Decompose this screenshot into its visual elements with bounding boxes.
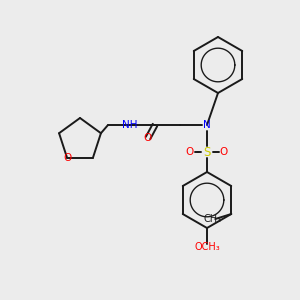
Text: N: N xyxy=(203,120,211,130)
Text: NH: NH xyxy=(122,120,138,130)
Text: S: S xyxy=(203,146,211,158)
Text: O: O xyxy=(144,133,152,143)
Text: O: O xyxy=(220,147,228,157)
Text: OCH₃: OCH₃ xyxy=(194,242,220,252)
Text: O: O xyxy=(63,153,71,163)
Text: O: O xyxy=(186,147,194,157)
Text: CH₃: CH₃ xyxy=(203,214,221,224)
